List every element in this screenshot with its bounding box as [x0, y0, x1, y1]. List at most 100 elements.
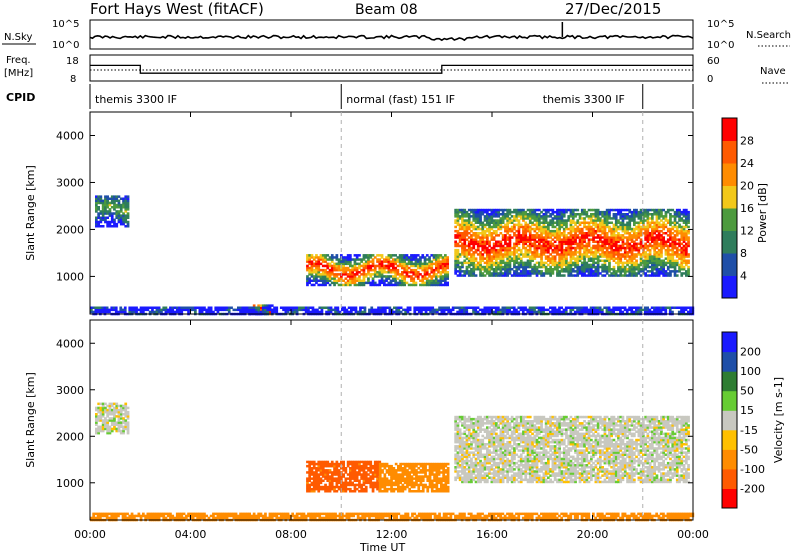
range-cell — [308, 277, 311, 280]
range-cell — [554, 241, 557, 244]
range-cell — [385, 277, 388, 280]
range-cell — [466, 219, 469, 222]
range-cell — [113, 206, 116, 209]
range-cell — [228, 307, 231, 310]
range-cell — [109, 221, 112, 224]
range-cell — [180, 307, 183, 310]
range-cell — [526, 309, 529, 312]
range-cell — [506, 268, 509, 271]
range-cell — [481, 266, 484, 269]
range-cell — [552, 238, 555, 241]
range-cell — [561, 232, 564, 235]
range-cell — [511, 311, 514, 314]
range-cell — [547, 241, 550, 244]
range-cell — [549, 311, 552, 314]
range-cell — [392, 254, 395, 257]
range-cell — [673, 307, 676, 310]
range-cell — [331, 265, 334, 268]
range-cell — [470, 247, 473, 250]
range-cell — [570, 251, 573, 254]
range-cell — [410, 277, 413, 280]
range-cell — [385, 265, 388, 268]
range-cell — [461, 262, 464, 265]
range-cell — [355, 307, 358, 310]
range-cell — [552, 268, 555, 271]
range-cell — [683, 222, 686, 225]
range-cell — [194, 307, 197, 310]
range-cell — [470, 253, 473, 256]
range-cell — [454, 236, 457, 239]
range-cell — [403, 263, 406, 266]
range-cell — [379, 307, 382, 310]
range-cell — [349, 269, 352, 272]
range-cell — [633, 307, 636, 310]
range-cell — [683, 251, 686, 254]
range-cell — [622, 268, 625, 271]
range-cell — [311, 461, 314, 464]
range-cell — [671, 251, 674, 254]
range-cell — [518, 236, 521, 239]
range-cell — [536, 213, 539, 216]
range-cell — [631, 251, 634, 254]
range-cell — [403, 275, 406, 278]
range-cell — [631, 211, 634, 214]
range-cell — [374, 282, 377, 285]
range-cell — [497, 307, 500, 310]
range-cell — [477, 209, 480, 212]
range-cell — [470, 236, 473, 239]
range-cell — [592, 209, 595, 212]
range-cell — [472, 209, 475, 212]
range-cell — [190, 307, 193, 310]
range-cell — [374, 482, 377, 485]
range-cell — [570, 219, 573, 222]
range-cell — [484, 224, 487, 227]
range-cell — [658, 268, 661, 271]
range-cell — [426, 277, 429, 280]
range-cell — [687, 266, 690, 269]
range-cell — [583, 209, 586, 212]
range-cell — [442, 256, 445, 259]
range-cell — [481, 253, 484, 256]
range-cell — [340, 461, 343, 464]
range-cell — [95, 217, 98, 220]
range-cell — [518, 253, 521, 256]
date-label: 27/Dec/2015 — [565, 0, 661, 18]
range-cell — [491, 226, 494, 229]
range-cell — [558, 270, 561, 273]
range-cell — [669, 236, 672, 239]
power-colorbar-tick: 16 — [740, 202, 754, 215]
range-cell — [397, 265, 400, 268]
range-cell — [522, 209, 525, 212]
range-cell — [131, 307, 134, 310]
range-cell — [542, 307, 545, 310]
range-cell — [135, 307, 138, 310]
range-cell — [540, 211, 543, 214]
range-cell — [531, 228, 534, 231]
range-cell — [315, 260, 318, 263]
range-cell — [676, 251, 679, 254]
range-cell — [205, 309, 208, 312]
range-cell — [671, 226, 674, 229]
range-cell — [385, 256, 388, 259]
range-cell — [518, 222, 521, 225]
range-cell — [142, 307, 145, 310]
range-cell — [671, 270, 674, 273]
range-cell — [506, 243, 509, 246]
range-cell — [323, 307, 326, 310]
range-cell — [468, 307, 471, 310]
range-cell — [454, 219, 457, 222]
range-cell — [349, 277, 352, 280]
range-cell — [336, 254, 339, 257]
range-cell — [331, 277, 334, 280]
range-cell — [665, 262, 668, 265]
range-cell — [669, 222, 672, 225]
range-cell — [481, 236, 484, 239]
range-cell — [513, 251, 516, 254]
range-cell — [294, 307, 297, 310]
range-cell — [120, 430, 123, 433]
range-cell — [592, 222, 595, 225]
range-cell — [500, 251, 503, 254]
range-cell — [419, 263, 422, 266]
range-cell — [628, 268, 631, 271]
range-cell — [470, 268, 473, 271]
